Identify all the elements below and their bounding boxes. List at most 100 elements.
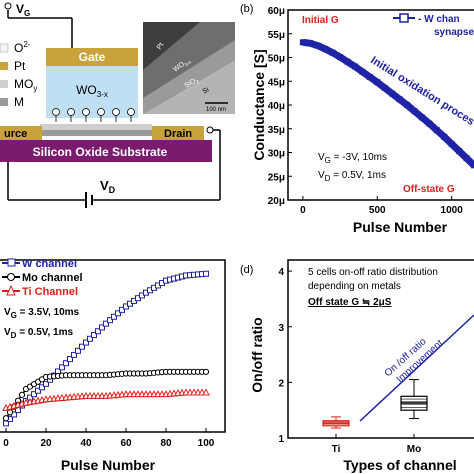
legend-marker [6, 284, 16, 296]
y-tick-label: 25μ [268, 172, 285, 183]
legend-label: Ti Channel [22, 286, 78, 298]
data-point [99, 324, 105, 331]
vg-condition: VG = -3V, 10ms [318, 152, 387, 165]
annotation-title: 5 cells on-off ratio distribution [308, 267, 438, 278]
legend-marker [399, 13, 409, 23]
x-tick-label: 60 [120, 438, 132, 449]
y-tick-label: 2 [278, 378, 284, 389]
svg-text:100 nm: 100 nm [206, 107, 226, 113]
gate-label: Gate [79, 50, 106, 64]
legend-label: Mo channel [22, 272, 83, 284]
plot-frame [287, 259, 474, 439]
svg-text:MOy: MOy [14, 77, 37, 93]
data-point [2, 415, 10, 422]
drain-electrode [152, 126, 204, 140]
data-point [441, 133, 448, 140]
vg-condition: VG = 3.5V, 10ms [4, 307, 80, 320]
data-point [374, 79, 381, 86]
offstate-label: Off-state G [403, 184, 455, 195]
data-point [351, 63, 358, 70]
svg-text:Si: Si [202, 86, 211, 95]
data-point [87, 335, 93, 342]
svg-text:O2-: O2- [14, 40, 31, 55]
panel-a-schematic: VG O2- Pt MOy M Gate WO3-x urce Drain Si… [0, 2, 235, 208]
data-point [359, 68, 366, 75]
initial-g-label: Initial G [302, 15, 339, 26]
data-point [463, 155, 470, 162]
substrate-label: Silicon Oxide Substrate [33, 145, 168, 159]
offstate-annotation: Off state G ≒ 2μS [308, 297, 392, 308]
channel-layer [46, 66, 138, 118]
panel-b-chart: (b) 20μ 25μ 30μ 35μ 40μ 45μ 50μ 55μ 60μ 0 500 1000 Pu… [240, 3, 474, 235]
y-tick-label: 3 [278, 323, 284, 334]
data-point [103, 320, 109, 327]
x-tick-label: 20 [40, 438, 52, 449]
data-point [83, 339, 89, 346]
data-point [79, 343, 85, 350]
y-tick-label: 45μ [268, 77, 285, 88]
y-tick-label: 20μ [268, 196, 285, 207]
channel-label: WO3-x [76, 83, 108, 99]
trend-line [359, 314, 474, 422]
x-axis-label: Pulse Number [353, 219, 448, 235]
metal-layer [40, 130, 152, 136]
legend-label: W channel [22, 258, 77, 270]
material-legend: O2- Pt MOy M [0, 40, 37, 109]
y-tick-label: 55μ [268, 30, 285, 41]
panel-label: (d) [240, 264, 253, 276]
data-point [111, 313, 117, 320]
tem-image: Pt WO3-x SiO2 Si 100 nm [143, 22, 235, 114]
data-point [119, 306, 125, 313]
x-tick-label: 100 [198, 438, 215, 449]
data-point [59, 364, 65, 371]
data-point [307, 40, 314, 47]
data-point [202, 388, 210, 396]
data-point [75, 347, 81, 354]
y-tick-label: 1 [278, 434, 284, 445]
data-point [95, 328, 101, 335]
data-point [396, 96, 403, 103]
x-tick-label: 500 [369, 205, 386, 216]
legend-label-2: synapse [434, 27, 474, 38]
data-point [35, 387, 41, 394]
data-point [418, 114, 425, 121]
x-tick-label: Ti [332, 444, 341, 455]
panel-label: (b) [240, 3, 253, 15]
data-point [404, 102, 411, 108]
data-point [31, 391, 37, 398]
data-point [366, 73, 373, 80]
data-point [329, 49, 336, 56]
vd-condition: VD = 0.5V, 1ms [318, 170, 386, 183]
x-axis-label: Pulse Number [61, 457, 156, 473]
substrate [0, 140, 212, 162]
data-point [381, 84, 388, 91]
source-label: urce [4, 128, 27, 140]
y-axis-label: Conductance [S] [251, 49, 267, 160]
data-point [203, 270, 209, 277]
x-axis-label: Types of channel [343, 457, 456, 473]
legend-marker [7, 273, 15, 281]
vd-condition: VD = 0.5V, 1ms [4, 327, 74, 340]
x-tick-label: 0 [300, 205, 306, 216]
vd-label: VD [100, 178, 116, 195]
y-tick-label: 35μ [268, 125, 285, 136]
gate-electrode [46, 48, 138, 66]
data-point [471, 162, 474, 169]
x-tick-label: Mo [407, 444, 421, 455]
legend-marker [7, 258, 16, 267]
data-point [448, 140, 455, 147]
y-axis-label: On/off ratio [249, 317, 265, 392]
y-tick-label: 40μ [268, 101, 285, 112]
annotation-title-2: depending on metals [308, 281, 401, 292]
oxygen-ions [52, 108, 135, 122]
source-electrode [0, 126, 42, 140]
y-tick-label: 60μ [268, 6, 285, 17]
data-point [433, 127, 440, 134]
data-point [63, 360, 69, 367]
svg-text:Pt: Pt [156, 42, 166, 51]
data-point [91, 331, 97, 338]
legend-label: - W chan [418, 14, 460, 25]
x-tick-label: 0 [3, 438, 9, 449]
data-point [202, 368, 210, 375]
